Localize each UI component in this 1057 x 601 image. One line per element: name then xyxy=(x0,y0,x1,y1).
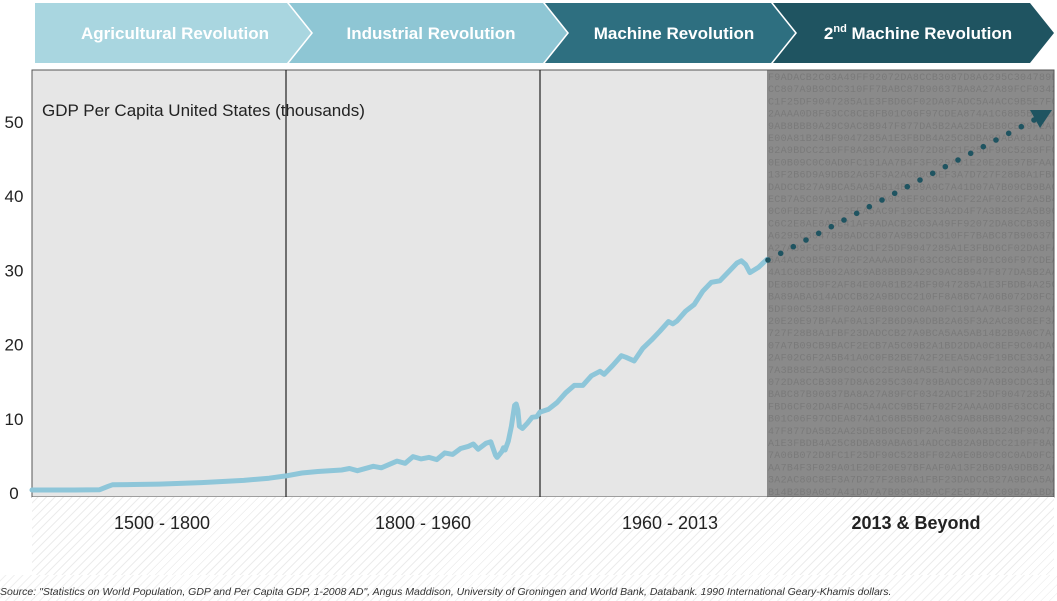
svg-text:F9ADACB2C03A49FF92072DA8CCB308: F9ADACB2C03A49FF92072DA8CCB3087D8A6295C3… xyxy=(768,73,1057,84)
forecast-dot xyxy=(765,257,771,263)
forecast-dot xyxy=(803,237,809,243)
forecast-dot xyxy=(828,223,835,230)
svg-text:9AB8BBB9A29C9AC8B947F877DA5B2A: 9AB8BBB9A29C9AC8B947F877DA5B2AA25DE8B0CE… xyxy=(768,122,1057,133)
forecast-dot xyxy=(879,197,885,203)
revolution-arrow-agricultural: Agricultural Revolution xyxy=(35,3,311,63)
forecast-dot xyxy=(993,137,999,143)
svg-text:0C0FB2BE7A2F2EEA5AC9F19BCE33A2: 0C0FB2BE7A2F2EEA5AC9F19BCE33A2D4F7A3B88E… xyxy=(768,207,1057,218)
forecast-dot xyxy=(980,143,987,150)
svg-text:3A2AC80C8EF3A7D727F28B8A1FBF23: 3A2AC80C8EF3A7D727F28B8A1FBF23DADCCB27A9… xyxy=(768,476,1057,487)
forecast-dot xyxy=(1005,130,1012,137)
y-axis: 0 10 20 30 40 50 xyxy=(5,113,24,503)
future-panel xyxy=(767,70,1054,497)
period-label-2013-beyond: 2013 & Beyond xyxy=(851,513,981,533)
forecast-dot xyxy=(866,203,873,210)
svg-text:E00A81B24BF9047285A1E3FBDB4A25: E00A81B24BF9047285A1E3FBDB4A25C8DBA89ABA… xyxy=(768,134,1057,145)
svg-text:BA89ABA614ADCCB82A9BDCC210FF8A: BA89ABA614ADCCB82A9BDCC210FF8A8BC7A06B07… xyxy=(768,293,1057,304)
svg-text:5DF90C5288FF02A0E0B09C0C0AD0FC: 5DF90C5288FF02A0E0B09C0C0AD0FC191AA7B4F3… xyxy=(768,305,1057,316)
forecast-dot xyxy=(942,163,949,170)
svg-text:A27A89FCF0342ADC1F25DF9047285A: A27A89FCF0342ADC1F25DF9047285A1E3FBD6CF0… xyxy=(768,244,1057,255)
source-label: Source: xyxy=(0,586,37,598)
y-tick-label: 20 xyxy=(5,336,24,355)
arrow-machine-label: Machine Revolution xyxy=(594,24,755,43)
arrow-agricultural-label: Agricultural Revolution xyxy=(81,24,269,43)
svg-text:0E0B09C0C0AD0FC191AA7B4F3F029A: 0E0B09C0C0AD0FC191AA7B4F3F029A01E20E20E9… xyxy=(768,158,1057,169)
y-tick-label: 40 xyxy=(5,187,24,206)
svg-text:B14B2B9A0C7A41D07A7B09CB9BACF2: B14B2B9A0C7A41D07A7B09CB9BACF2ECB7A5C09B… xyxy=(768,488,1057,499)
forecast-dot xyxy=(841,217,847,223)
revolution-arrow-second-machine: 2nd Machine Revolution xyxy=(773,3,1054,63)
svg-text:47F877DA5B2AA25DE8B0CED9F2AF84: 47F877DA5B2AA25DE8B0CED9F2AF84E00A81B24B… xyxy=(768,427,1057,438)
svg-text:C6C2E8AE8A5E41AF9ADACB2C03A49F: C6C2E8AE8A5E41AF9ADACB2C03A49FF92072DA8C… xyxy=(768,219,1057,230)
svg-text:C1F25DF9047285A1E3FBD6CF02DA8F: C1F25DF9047285A1E3FBD6CF02DA8FADC5A4ACC9… xyxy=(768,97,1057,108)
arrow-industrial-label: Industrial Revolution xyxy=(346,24,515,43)
revolution-arrow-machine: Machine Revolution xyxy=(545,3,795,63)
footer-band xyxy=(0,575,1057,601)
forecast-dot xyxy=(929,170,936,177)
hex-texture: F9ADACB2C03A49FF92072DA8CCB3087D8A6295C3… xyxy=(768,73,1057,499)
forecast-dot xyxy=(917,177,923,183)
source-text: "Statistics on World Population, GDP and… xyxy=(39,586,892,598)
svg-text:20E20E97BFAAF0A13F2B6D9A9DBB2A: 20E20E97BFAAF0A13F2B6D9A9DBB2A65F3A2AC80… xyxy=(768,317,1057,328)
svg-text:072DA8CCB3087D8A6295C304789BAD: 072DA8CCB3087D8A6295C304789BADCC807A9B9C… xyxy=(768,378,1057,389)
svg-text:ECB7A5C09B2A1BD2DDA0C8EF9C04DA: ECB7A5C09B2A1BD2DDA0C8EF9C04DACF22AF02C6… xyxy=(768,195,1057,206)
y-tick-label: 30 xyxy=(5,261,24,280)
svg-text:7A3B88E2A5B9C9CC6C2E8AE8A5E41A: 7A3B88E2A5B9C9CC6C2E8AE8A5E41AF9ADACB2C0… xyxy=(768,366,1057,377)
revolution-arrows: Agricultural Revolution Industrial Revol… xyxy=(35,3,1054,63)
svg-text:DADCCB27A9BCA5AA5AB14B2B9A0C7A: DADCCB27A9BCA5AA5AB14B2B9A0C7A41D07A7B09… xyxy=(768,183,1057,194)
svg-text:7A06B072D8FC1F25DF90C5288FF02A: 7A06B072D8FC1F25DF90C5288FF02A0E0B09C0C0… xyxy=(768,451,1057,462)
svg-text:727F28B8A1FBF23DADCCB27A9BCA5A: 727F28B8A1FBF23DADCCB27A9BCA5AA5AB14B2B9… xyxy=(768,329,1057,340)
source-note: Source: "Statistics on World Population,… xyxy=(0,583,1057,601)
period-label-1800-1960: 1800 - 1960 xyxy=(374,513,472,533)
forecast-dot xyxy=(1018,123,1025,130)
svg-text:A6295C304789BADCC807A9B9CDC310: A6295C304789BADCC807A9B9CDC310FF7BABC87B… xyxy=(768,232,1057,243)
svg-text:B01C06F97CDEA874A1C68B5B002A8C: B01C06F97CDEA874A1C68B5B002A8C9AB8BBB9A2… xyxy=(768,415,1057,426)
period-band: 1500 - 1800 1800 - 1960 1960 - 2013 2013… xyxy=(32,497,1054,575)
period-label-1500-1800: 1500 - 1800 xyxy=(113,513,211,533)
y-tick-label: 50 xyxy=(5,113,24,132)
svg-text:2AAAA0D8F63CC8CE8FB01C06F97CDE: 2AAAA0D8F63CC8CE8FB01C06F97CDEA874A1C68B… xyxy=(768,110,1057,121)
gdp-series-line xyxy=(29,256,770,493)
forecast-dot xyxy=(891,190,898,197)
forecast-dot xyxy=(904,183,911,190)
svg-text:4A1C68B5B002A8C9AB8BBB9A29C9AC: 4A1C68B5B002A8C9AB8BBB9A29C9AC8B947F877D… xyxy=(768,268,1057,279)
forecast-dot xyxy=(955,157,961,163)
svg-text:BABC87B90637BA8A27A89FCF0342AD: BABC87B90637BA8A27A89FCF0342ADC1F25DF904… xyxy=(768,390,1057,401)
arrow-second-machine-shape xyxy=(773,3,1054,63)
svg-text:FBD6CF02DA8FADC5A4ACC9B5E7F02F: FBD6CF02DA8FADC5A4ACC9B5E7F02F2AAAA0D8F6… xyxy=(768,402,1057,413)
forecast-dot xyxy=(790,243,797,250)
arrow-industrial-shape xyxy=(289,3,567,63)
y-tick-label: 10 xyxy=(5,410,24,429)
svg-text:DE8B0CED9F2AF84E00A81B24BF9047: DE8B0CED9F2AF84E00A81B24BF9047285A1E3FBD… xyxy=(768,280,1057,291)
svg-text:A1E3FBDB4A25C8DBA89ABA614ADCCB: A1E3FBDB4A25C8DBA89ABA614ADCCB82A9BDCC21… xyxy=(768,439,1057,450)
svg-text:07A7B09CB9BACF2ECB7A5C09B2A1BD: 07A7B09CB9BACF2ECB7A5C09B2A1BD2DDA0C8EF9… xyxy=(768,341,1057,352)
svg-text:82A9BDCC210FF8A8BC7A06B072D8FC: 82A9BDCC210FF8A8BC7A06B072D8FC1F25DF90C5… xyxy=(768,146,1057,157)
forecast-dot xyxy=(967,150,974,157)
svg-text:2AF02C6F2A5B41A0C0FB2BE7A2F2EE: 2AF02C6F2A5B41A0C0FB2BE7A2F2EEA5AC9F19BC… xyxy=(768,354,1057,365)
plot-background xyxy=(32,70,767,497)
arrow-machine-shape xyxy=(545,3,795,63)
forecast-dot xyxy=(815,230,822,237)
svg-text:CC807A9B9CDC310FF7BABC87B90637: CC807A9B9CDC310FF7BABC87B90637BA8A27A89F… xyxy=(768,85,1057,96)
arrow-second-machine-label: 2nd Machine Revolution xyxy=(824,23,1012,43)
period-label-1960-2013: 1960 - 2013 xyxy=(621,513,719,533)
forecast-dot xyxy=(853,210,860,217)
revolution-arrow-industrial: Industrial Revolution xyxy=(289,3,567,63)
svg-text:5A4ACC9B5E7F02F2AAAA0D8F63CC8C: 5A4ACC9B5E7F02F2AAAA0D8F63CC8CE8FB01C06F… xyxy=(768,256,1057,267)
arrow-agricultural-shape xyxy=(35,3,311,63)
forecast-arrow xyxy=(765,110,1052,263)
y-tick-label: 0 xyxy=(9,484,18,503)
svg-text:AA7B4F3F029A01E20E20E97BFAAF0A: AA7B4F3F029A01E20E20E97BFAAF0A13F2B6D9A9… xyxy=(768,463,1057,474)
svg-text:13F2B6D9A9DBB2A65F3A2AC80C8EF3: 13F2B6D9A9DBB2A65F3A2AC80C8EF3A7D727F28B… xyxy=(768,171,1057,182)
forecast-arrowhead xyxy=(1030,110,1052,128)
forecast-dot xyxy=(777,250,784,257)
chart-title: GDP Per Capita United States (thousands) xyxy=(42,101,365,120)
